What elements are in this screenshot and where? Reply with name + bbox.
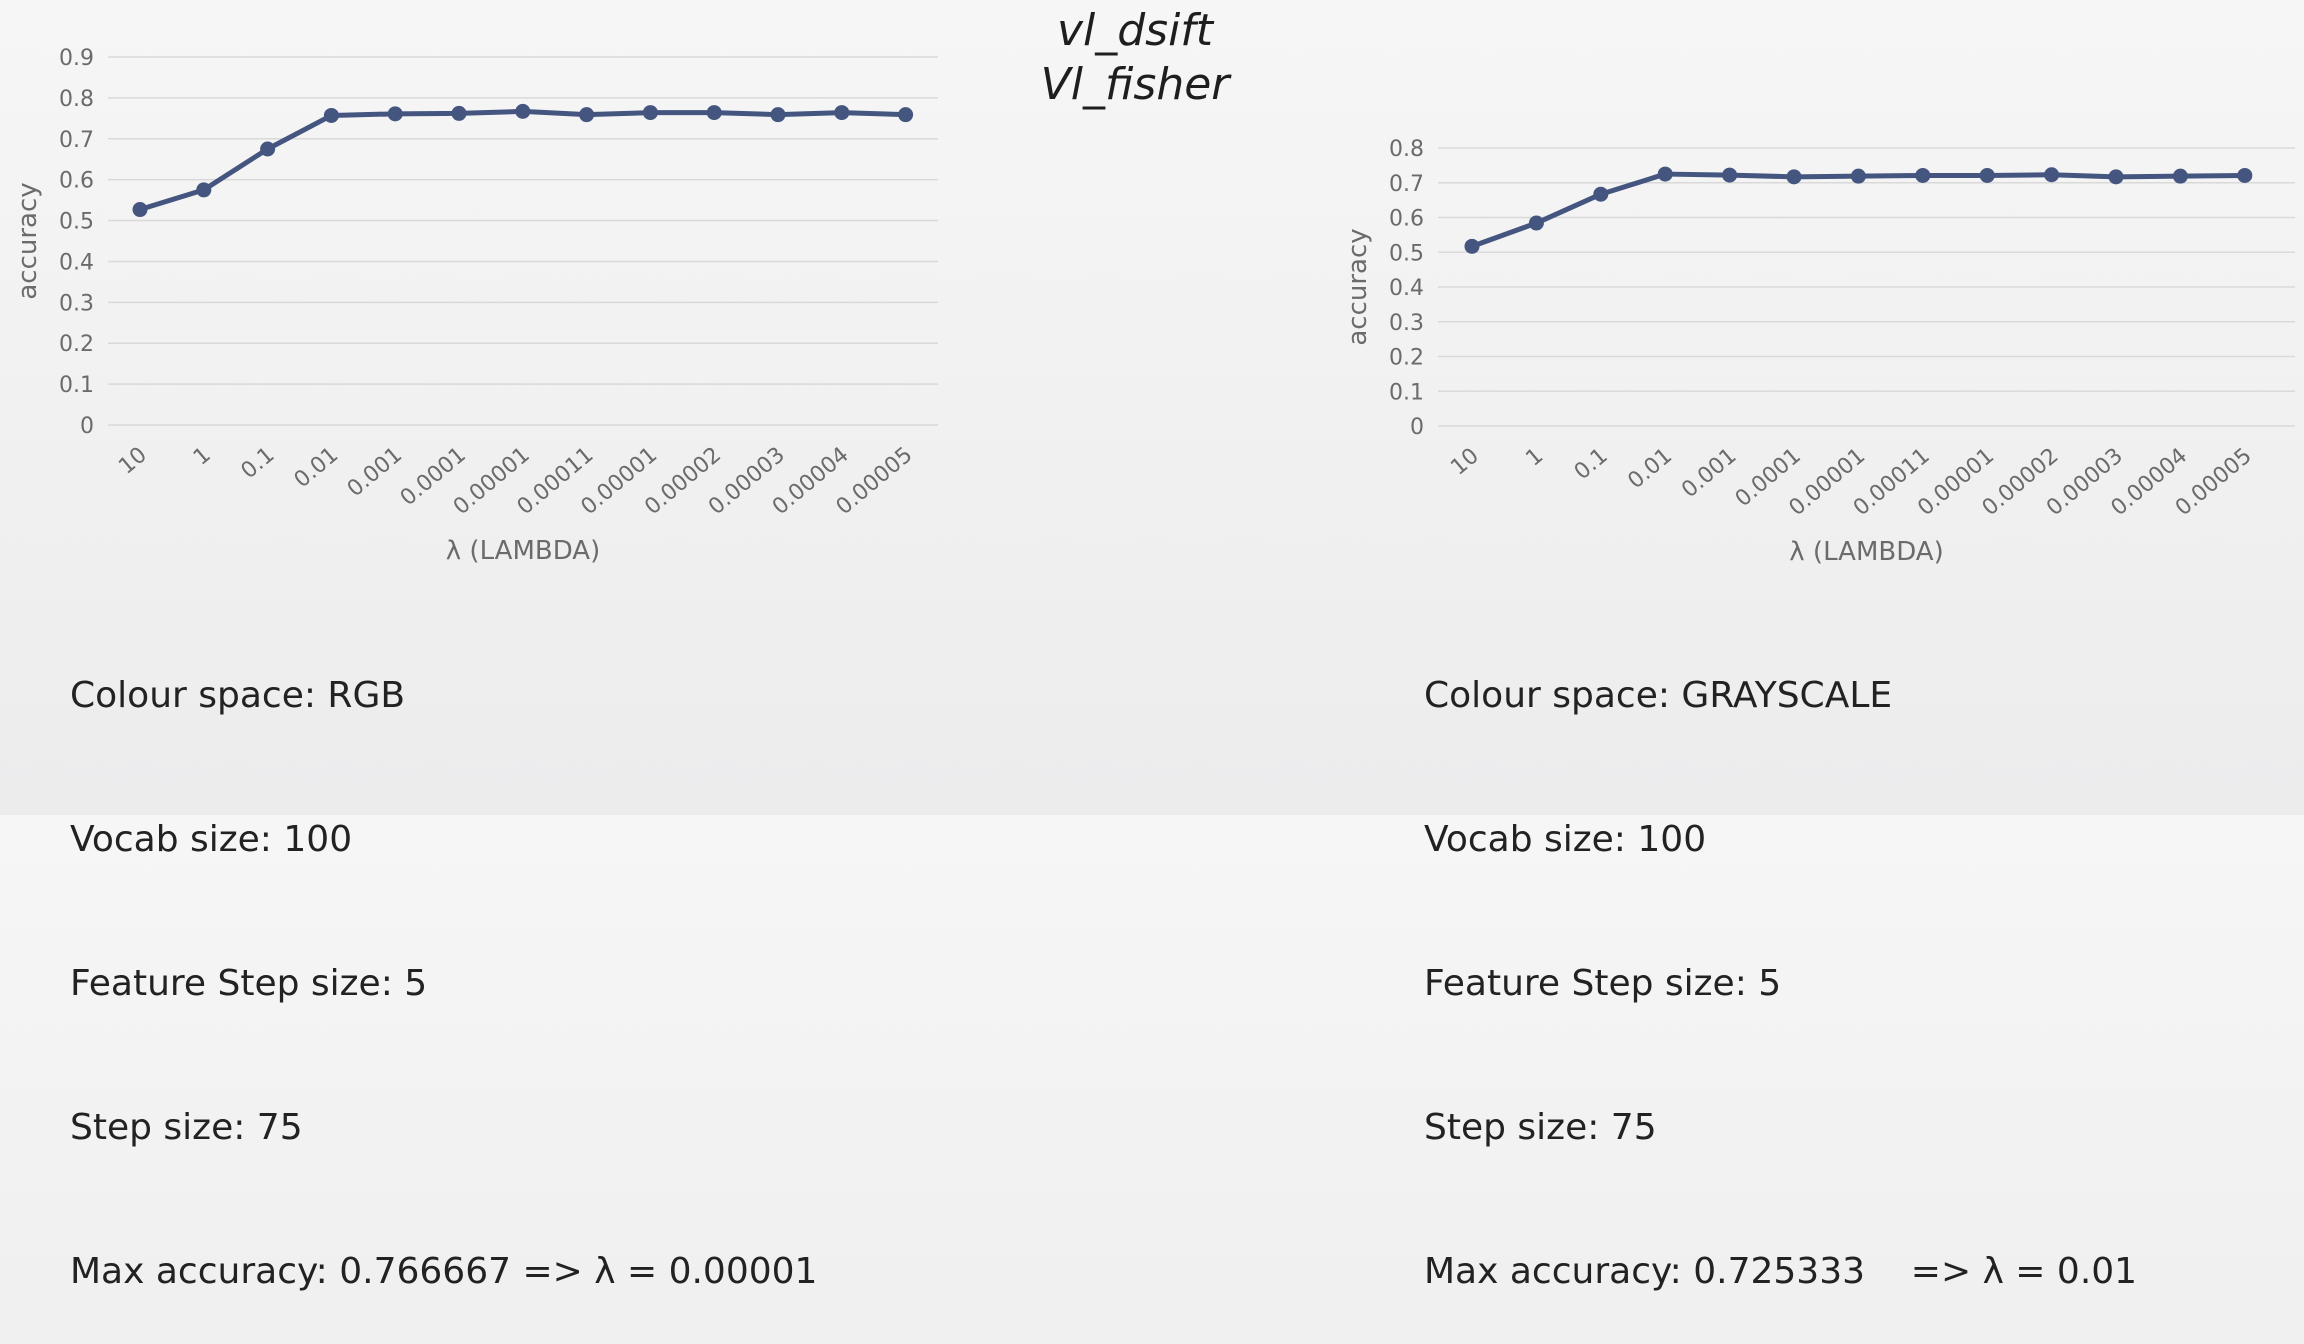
data-point: [642, 105, 658, 121]
data-point: [706, 105, 722, 121]
data-point: [515, 103, 531, 119]
data-point: [323, 107, 339, 123]
data-point: [1850, 168, 1866, 184]
info-vocab-size: Vocab size: 100: [1424, 819, 1707, 860]
x-tick-label: 10: [1446, 443, 1484, 480]
y-tick-label: 0.6: [1389, 207, 1424, 232]
y-tick-label: 0.3: [59, 291, 94, 316]
data-point: [2108, 169, 2124, 185]
info-panel-rgb: Colour space: RGB Vocab size: 100 Featur…: [70, 576, 817, 1344]
data-point: [451, 105, 467, 121]
x-axis-label: λ (LAMBDA): [446, 536, 600, 566]
data-point: [1979, 167, 1995, 183]
info-max-accuracy: Max accuracy: 0.725333 => λ = 0.01: [1424, 1251, 2138, 1292]
title-vl-fisher: Vl_fisher: [1040, 59, 1230, 110]
data-point: [2172, 168, 2188, 184]
y-tick-label: 0: [1410, 415, 1424, 440]
y-axis-label: accuracy: [13, 182, 43, 299]
data-point: [260, 141, 276, 157]
data-point: [1786, 169, 1802, 185]
data-point: [1593, 186, 1609, 202]
data-point: [132, 202, 148, 218]
data-point: [1464, 238, 1480, 254]
y-tick-label: 0.2: [1389, 346, 1424, 371]
info-vocab-size: Vocab size: 100: [70, 819, 353, 860]
y-tick-label: 0.9: [59, 46, 94, 71]
y-tick-label: 0: [80, 414, 94, 439]
data-point: [2237, 167, 2253, 183]
info-max-accuracy: Max accuracy: 0.766667 => λ = 0.00001: [70, 1251, 818, 1292]
y-tick-label: 0.6: [59, 169, 94, 194]
data-point: [2044, 167, 2060, 183]
y-tick-label: 0.1: [1389, 380, 1424, 405]
y-tick-label: 0.5: [59, 210, 94, 235]
data-point: [770, 107, 786, 123]
x-tick-label: 0.01: [1623, 443, 1677, 494]
y-tick-label: 0.3: [1389, 311, 1424, 336]
data-point: [1722, 167, 1738, 183]
accuracy-series-line: [1471, 171, 2245, 249]
data-point: [1528, 215, 1544, 231]
info-feature-step-size: Feature Step size: 5: [70, 963, 428, 1004]
data-point: [1657, 166, 1673, 182]
data-point: [196, 182, 212, 198]
data-point: [579, 107, 595, 123]
info-feature-step-size: Feature Step size: 5: [1424, 963, 1782, 1004]
info-step-size: Step size: 75: [1424, 1107, 1657, 1148]
info-step-size: Step size: 75: [70, 1107, 303, 1148]
y-tick-label: 0.1: [59, 373, 94, 398]
y-tick-label: 0.4: [59, 250, 94, 275]
data-point: [834, 105, 850, 121]
info-panel-grayscale: Colour space: GRAYSCALE Vocab size: 100 …: [1424, 576, 2137, 1344]
data-point: [898, 107, 914, 123]
data-point: [387, 106, 403, 122]
y-tick-label: 0.7: [59, 128, 94, 153]
accuracy-chart-grayscale: 00.10.20.30.40.50.60.70.810 1 0.1 0.01 0.001…: [1343, 137, 2295, 567]
y-tick-label: 0.5: [1389, 241, 1424, 266]
x-tick-label: 1: [1521, 443, 1548, 471]
data-point: [1915, 167, 1931, 183]
x-tick-label: 0.1: [1570, 443, 1613, 485]
accuracy-chart-rgb: 00.10.20.30.40.50.60.70.80.910 1 0.1 0.01 0.…: [13, 46, 938, 566]
info-colour-space: Colour space: RGB: [70, 675, 406, 716]
y-axis-label: accuracy: [1343, 228, 1373, 345]
x-axis-label: λ (LAMBDA): [1789, 537, 1943, 567]
info-colour-space: Colour space: GRAYSCALE: [1424, 675, 1893, 716]
y-tick-label: 0.7: [1389, 172, 1424, 197]
y-tick-label: 0.8: [59, 87, 94, 112]
title-vl-dsift: vl_dsift: [1056, 5, 1214, 56]
y-tick-label: 0.4: [1389, 276, 1424, 301]
y-tick-label: 0.2: [59, 332, 94, 357]
y-tick-label: 0.8: [1389, 137, 1424, 162]
